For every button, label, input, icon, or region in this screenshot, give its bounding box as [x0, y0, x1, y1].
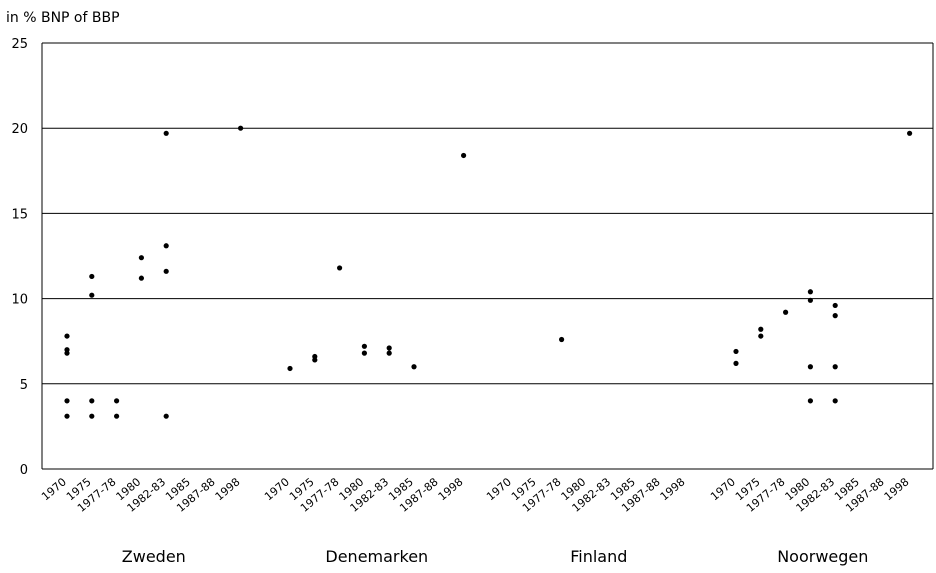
country-group-label: Denemarken	[325, 547, 428, 566]
data-point	[733, 348, 739, 355]
data-point	[758, 333, 764, 339]
country-group-label: Noorwegen	[777, 547, 868, 566]
data-point	[138, 255, 144, 261]
data-point	[163, 268, 169, 274]
data-point	[163, 413, 169, 419]
x-tick-label: 1998	[436, 475, 466, 503]
data-point	[733, 360, 739, 366]
data-point	[238, 125, 244, 131]
data-point	[89, 273, 95, 280]
x-tick-label: 1970	[262, 475, 292, 503]
data-point	[89, 413, 95, 419]
data-point	[64, 333, 70, 339]
data-point	[461, 152, 467, 159]
data-point	[832, 313, 838, 319]
data-point	[64, 398, 70, 404]
data-point	[758, 326, 764, 332]
data-point	[807, 289, 814, 295]
data-point	[807, 297, 814, 303]
data-point	[287, 365, 293, 372]
data-point	[386, 345, 392, 351]
y-tick-label: 15	[11, 207, 28, 222]
country-group-label: Zweden	[122, 547, 186, 566]
x-tick-label: 1998	[882, 475, 912, 503]
data-point	[832, 364, 838, 370]
data-point	[361, 343, 367, 349]
data-point	[807, 398, 814, 404]
data-point	[337, 265, 343, 271]
data-point	[312, 357, 318, 363]
data-point	[807, 364, 814, 370]
data-point	[783, 309, 789, 315]
x-tick-label: 1970	[39, 475, 69, 503]
y-axis-unit-label: in % BNP of BBP	[6, 10, 120, 26]
y-tick-label: 25	[11, 37, 28, 52]
data-point	[163, 243, 169, 249]
data-point	[832, 398, 838, 404]
data-point	[411, 364, 417, 370]
data-point	[89, 292, 95, 298]
x-tick-label: 1970	[708, 475, 738, 503]
y-tick-label: 0	[20, 463, 28, 478]
y-tick-label: 20	[11, 122, 28, 137]
data-point	[163, 130, 169, 136]
data-point	[386, 350, 392, 356]
data-point	[89, 398, 95, 404]
data-point	[559, 336, 565, 343]
data-point	[114, 398, 120, 404]
data-point	[64, 350, 70, 356]
data-point	[64, 413, 70, 419]
x-tick-label: 1998	[213, 475, 243, 503]
x-tick-label: 1970	[484, 475, 514, 503]
y-tick-label: 5	[20, 378, 28, 393]
y-tick-label: 10	[11, 293, 28, 308]
country-group-label: Finland	[570, 547, 627, 566]
data-point	[114, 413, 120, 419]
data-point	[907, 130, 913, 136]
data-point	[138, 275, 144, 281]
data-point	[361, 350, 367, 356]
x-tick-label: 1998	[658, 475, 688, 503]
data-point	[832, 302, 838, 309]
